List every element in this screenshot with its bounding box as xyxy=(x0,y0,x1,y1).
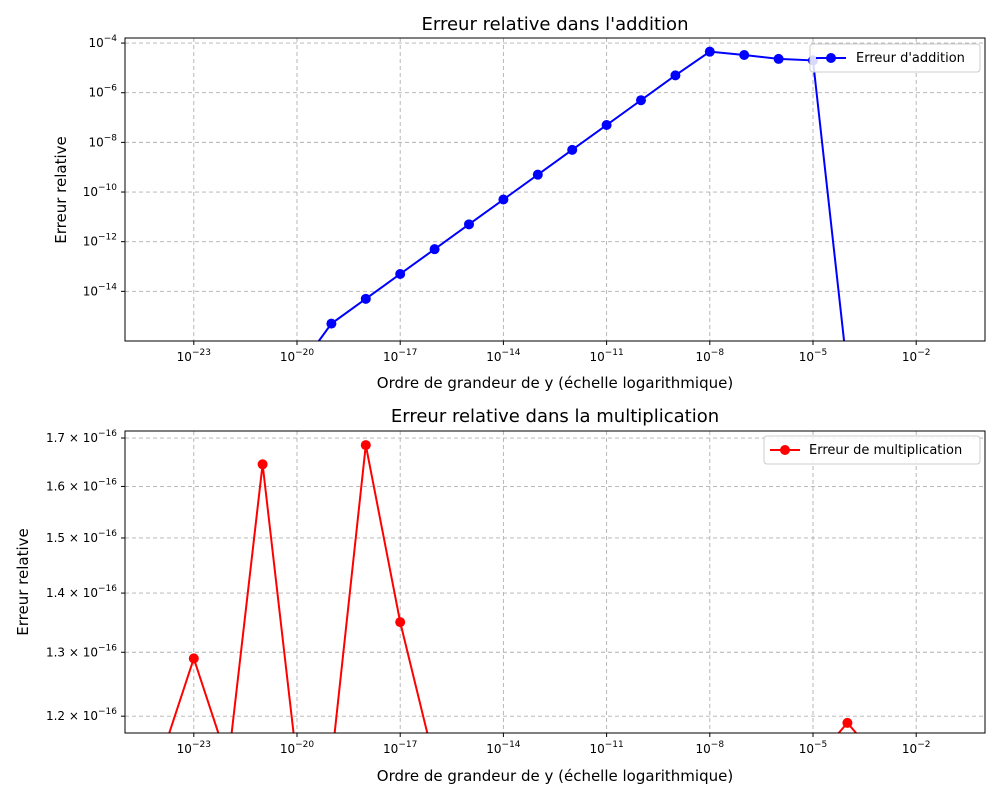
addition-x-tick-label: 10−14 xyxy=(486,348,521,364)
addition-x-ticks: 10−23 10−20 10−17 10−14 10−11 10−8 10−5 10−2 xyxy=(177,341,931,364)
multiplication-chart-title: Erreur relative dans la multiplication xyxy=(391,406,719,427)
addition-data-point xyxy=(567,144,578,155)
multiplication-y-tick-label: 1.6 × 10−16 xyxy=(46,477,117,493)
multiplication-legend-label: Erreur de multiplication xyxy=(809,443,962,458)
multiplication-axes-frame xyxy=(124,430,986,734)
addition-y-tick-label: 10−8 xyxy=(88,133,117,149)
addition-chart-title: Erreur relative dans l'addition xyxy=(422,14,689,35)
addition-legend: Erreur d'addition xyxy=(809,43,981,73)
addition-y-tick-label: 10−12 xyxy=(83,233,117,249)
addition-data-point xyxy=(704,46,715,57)
multiplication-x-tick-label: 10−20 xyxy=(280,740,315,756)
multiplication-y-tick-label: 1.7 × 10−16 xyxy=(46,429,117,445)
multiplication-y-tick-label: 1.3 × 10−16 xyxy=(46,643,117,659)
addition-legend-box xyxy=(809,43,981,73)
multiplication-legend: Erreur de multiplication xyxy=(763,435,981,465)
addition-data-point xyxy=(498,194,509,205)
addition-y-tick-label: 10−14 xyxy=(83,282,118,298)
addition-legend-marker xyxy=(826,53,836,63)
addition-x-tick-label: 10−8 xyxy=(696,348,725,364)
addition-x-tick-label: 10−11 xyxy=(589,348,623,364)
multiplication-x-tick-label: 10−23 xyxy=(177,740,211,756)
addition-y-ticks: 10−14 10−12 10−10 10−8 10−6 10−4 xyxy=(83,34,125,298)
multiplication-x-tick-label: 10−5 xyxy=(799,740,828,756)
multiplication-x-tick-label: 10−14 xyxy=(486,740,521,756)
addition-data-point xyxy=(464,219,474,230)
addition-data-point xyxy=(601,120,612,131)
multiplication-series xyxy=(168,440,858,733)
multiplication-x-tick-label: 10−11 xyxy=(589,740,623,756)
multiplication-y-tick-label: 1.4 × 10−16 xyxy=(46,584,117,600)
addition-data-point xyxy=(670,70,681,81)
multiplication-subplot: Erreur relative dans la multiplication 1… xyxy=(14,406,986,785)
multiplication-data-point xyxy=(395,617,406,628)
multiplication-legend-marker xyxy=(780,445,790,455)
multiplication-data-point xyxy=(842,717,853,728)
multiplication-data-point xyxy=(257,459,268,470)
multiplication-x-tick-label: 10−2 xyxy=(902,740,931,756)
multiplication-y-axis-label: Erreur relative xyxy=(14,528,32,635)
addition-data-point xyxy=(429,244,440,255)
addition-data-point xyxy=(360,293,371,304)
addition-subplot: Erreur relative dans l'addition 10−23 10−… xyxy=(52,14,986,392)
addition-x-tick-label: 10−5 xyxy=(799,348,828,364)
addition-data-point xyxy=(739,50,750,61)
multiplication-y-tick-label: 1.5 × 10−16 xyxy=(46,529,117,545)
multiplication-x-ticks: 10−23 10−20 10−17 10−14 10−11 10−8 10−5 10−2 xyxy=(177,733,931,756)
addition-y-tick-label: 10−6 xyxy=(88,84,117,100)
addition-y-axis-label: Erreur relative xyxy=(52,136,70,243)
multiplication-grid xyxy=(125,431,985,733)
multiplication-x-tick-label: 10−8 xyxy=(696,740,725,756)
addition-data-point xyxy=(532,169,543,180)
multiplication-series-line xyxy=(333,444,429,733)
addition-series-line xyxy=(317,50,846,341)
addition-data-point xyxy=(636,95,646,106)
multiplication-data-point xyxy=(188,653,199,664)
addition-axes-frame xyxy=(124,37,986,342)
addition-series xyxy=(317,46,846,341)
multiplication-data-point xyxy=(360,440,371,451)
multiplication-series-line xyxy=(230,464,295,733)
addition-x-tick-label: 10−23 xyxy=(177,348,211,364)
addition-x-axis-label: Ordre de grandeur de y (échelle logarith… xyxy=(377,374,733,392)
addition-x-tick-label: 10−17 xyxy=(383,348,417,364)
multiplication-x-axis-label: Ordre de grandeur de y (échelle logarith… xyxy=(377,767,733,785)
addition-y-tick-label: 10−4 xyxy=(88,34,117,50)
addition-legend-label: Erreur d'addition xyxy=(856,51,965,66)
multiplication-y-ticks: 1.2 × 10−16 1.3 × 10−16 1.4 × 10−16 1.5 × 1… xyxy=(46,429,125,723)
addition-x-tick-label: 10−20 xyxy=(280,348,315,364)
addition-grid xyxy=(125,38,985,341)
multiplication-x-tick-label: 10−17 xyxy=(383,740,417,756)
addition-data-point xyxy=(326,318,337,329)
addition-y-tick-label: 10−10 xyxy=(83,183,118,199)
addition-data-point xyxy=(773,53,784,64)
addition-data-point xyxy=(395,268,406,279)
multiplication-legend-box xyxy=(763,435,981,465)
multiplication-y-tick-label: 1.2 × 10−16 xyxy=(46,707,117,723)
addition-x-tick-label: 10−2 xyxy=(902,348,931,364)
